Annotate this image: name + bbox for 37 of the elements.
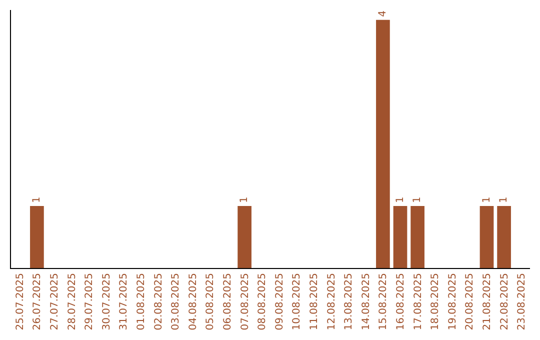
- x-tick-label: 28.07.2025: [66, 273, 78, 330]
- x-tick-label: 27.07.2025: [50, 273, 60, 330]
- data-label: 1: [412, 196, 424, 203]
- x-tick-label: 20.08.2025: [464, 273, 476, 330]
- x-tick-label: 15.08.2025: [378, 273, 390, 330]
- data-label: 1: [31, 196, 42, 203]
- x-tick-label: 23.08.2025: [516, 273, 528, 330]
- x-tick-label: 21.08.2025: [482, 273, 493, 330]
- x-tick-label: 11.08.2025: [309, 273, 320, 330]
- data-label: 1: [239, 196, 250, 203]
- x-tick-label: 01.08.2025: [136, 273, 147, 330]
- x-tick-label: 17.08.2025: [412, 273, 424, 330]
- x-tick-label: 08.08.2025: [257, 273, 268, 330]
- data-label: 1: [481, 196, 492, 203]
- x-tick-label: 13.08.2025: [344, 273, 355, 330]
- data-label: 4: [377, 10, 388, 17]
- x-tick-label: 07.08.2025: [240, 273, 251, 330]
- x-tick-label: 10.08.2025: [292, 273, 303, 330]
- x-tick-label: 09.08.2025: [274, 273, 286, 330]
- x-tick-label: 31.07.2025: [118, 273, 130, 330]
- data-label: 1: [498, 196, 510, 203]
- x-tick-label: 04.08.2025: [188, 273, 199, 330]
- x-tick-label: 25.07.2025: [14, 273, 26, 330]
- x-tick-label: 29.07.2025: [84, 273, 96, 330]
- x-tick-label: 02.08.2025: [153, 273, 164, 330]
- data-label: 1: [394, 196, 406, 203]
- x-tick-label: 06.08.2025: [222, 273, 234, 330]
- x-tick-label: 12.08.2025: [326, 273, 338, 330]
- x-tick-label: 14.08.2025: [360, 273, 372, 330]
- x-tick-label: 22.08.2025: [499, 273, 510, 330]
- x-tick-label: 18.08.2025: [430, 273, 442, 330]
- x-tick-label: 30.07.2025: [101, 273, 112, 330]
- x-tick-label: 26.07.2025: [32, 273, 44, 330]
- x-tick-label: 03.08.2025: [170, 273, 182, 330]
- x-tick-label: 19.08.2025: [447, 273, 458, 330]
- x-tick-label: 16.08.2025: [396, 273, 406, 330]
- x-tick-label: 05.08.2025: [205, 273, 216, 330]
